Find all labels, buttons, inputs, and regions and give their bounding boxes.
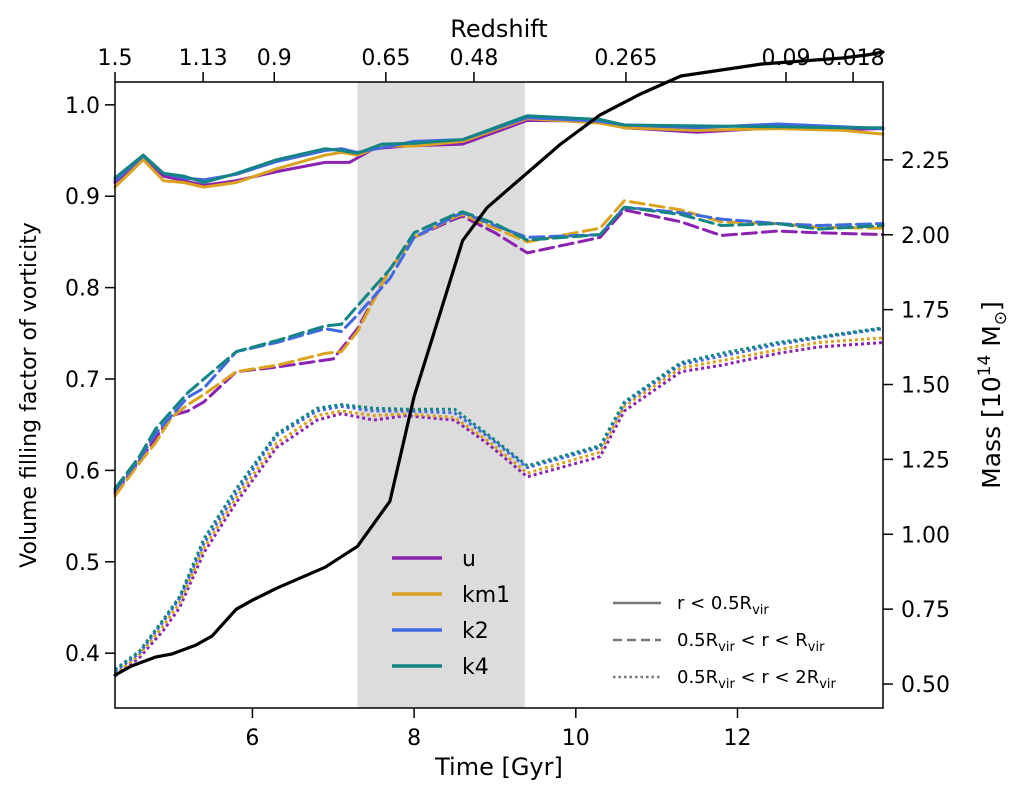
redshift-tick-label: 0.65	[361, 46, 410, 71]
shaded-region	[357, 82, 525, 708]
y-right-tick-label: 2.25	[901, 149, 950, 174]
y-tick-label: 0.7	[65, 368, 100, 393]
series-line-mass-mass	[113, 50, 885, 677]
y-right-axis-label: Mass [1014 M⊙]	[975, 301, 1011, 489]
axes-layer: 6 8 10 12 Time [Gyr] 0.4 0.5 0.6 0.7 0.8 0.9 1.0 Vol…	[17, 15, 1011, 781]
y-right-tick-label: 1.75	[901, 299, 950, 324]
y-right-tick-label: 1.25	[901, 448, 950, 473]
plot-frame	[114, 81, 884, 709]
top-axis-label: Redshift	[450, 15, 547, 43]
redshift-tick-label: 1.13	[179, 46, 228, 71]
x-axis-label: Time [Gyr]	[434, 753, 563, 781]
y-tick-label: 0.8	[65, 277, 100, 302]
series-line-k4-middle	[113, 205, 885, 491]
legend-label-k2: k2	[462, 619, 489, 644]
series-layer	[113, 50, 885, 678]
legend-label-dashed: 0.5Rvir < r < Rvir	[677, 630, 825, 655]
series-line-k4-outer	[114, 326, 884, 671]
redshift-tick-label: 0.9	[257, 46, 292, 71]
series-line-k4-inner	[113, 114, 885, 184]
series-line-u-outer	[114, 341, 884, 678]
redshift-tick-label: 0.018	[822, 46, 885, 71]
x-tick-label: 10	[562, 726, 590, 751]
redshift-tick-label: 0.09	[761, 46, 810, 71]
legend-label-solid: r < 0.5Rvir	[677, 593, 769, 618]
legend-label-dotted: 0.5Rvir < r < 2Rvir	[677, 667, 837, 692]
redshift-tick-label: 0.48	[449, 46, 498, 71]
legend-label-km1: km1	[462, 583, 510, 608]
y-right-tick-label: 2.00	[901, 224, 950, 249]
series-line-km1-outer	[114, 336, 884, 676]
y-right-tick-label: 1.00	[901, 523, 950, 548]
y-right-tick-label: 0.50	[901, 673, 950, 698]
redshift-tick-label: 1.5	[98, 46, 133, 71]
x-tick-label: 6	[245, 726, 259, 751]
series-line-k2-outer	[114, 327, 884, 673]
y-right-tick-label: 1.50	[901, 374, 950, 399]
y-tick-label: 0.6	[65, 459, 100, 484]
legend-layer: u km1 k2 k4 r < 0.5Rvir 0.5Rvir < r < Rvir 0.5…	[392, 547, 837, 692]
y-axis-label: Volume filling factor of vorticity	[17, 222, 42, 568]
x-tick-label: 8	[407, 726, 421, 751]
legend-label-k4: k4	[462, 655, 489, 680]
x-tick-label: 12	[723, 726, 751, 751]
y-tick-label: 0.9	[65, 185, 100, 210]
y-tick-label: 0.4	[65, 642, 100, 667]
y-tick-label: 0.5	[65, 551, 100, 576]
redshift-tick-label: 0.265	[594, 46, 657, 71]
series-line-k2-middle	[113, 205, 885, 492]
y-tick-label: 1.0	[65, 94, 100, 119]
legend-label-u: u	[462, 547, 476, 572]
y-right-tick-label: 0.75	[901, 598, 950, 623]
